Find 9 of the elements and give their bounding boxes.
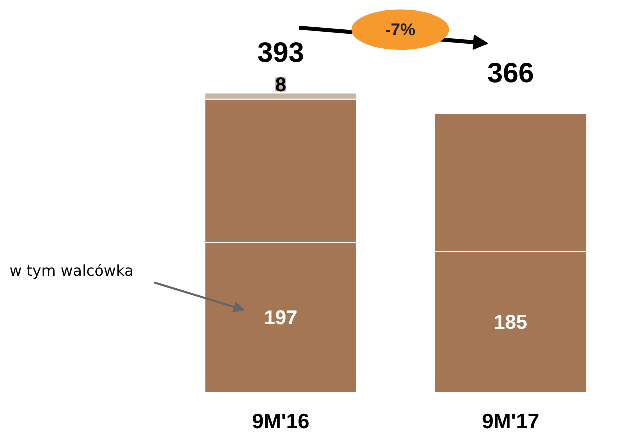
x-tick-label: 9M'16: [252, 410, 310, 434]
data-label: 197: [264, 308, 298, 330]
data-label: 185: [494, 312, 528, 334]
x-tick-label: 9M'17: [482, 410, 540, 434]
text: w tym walcówka: [10, 262, 134, 280]
total-label: 393: [258, 36, 304, 68]
text: -7%: [385, 20, 416, 40]
data-label: 8: [275, 74, 287, 97]
total-label: 366: [487, 57, 534, 88]
